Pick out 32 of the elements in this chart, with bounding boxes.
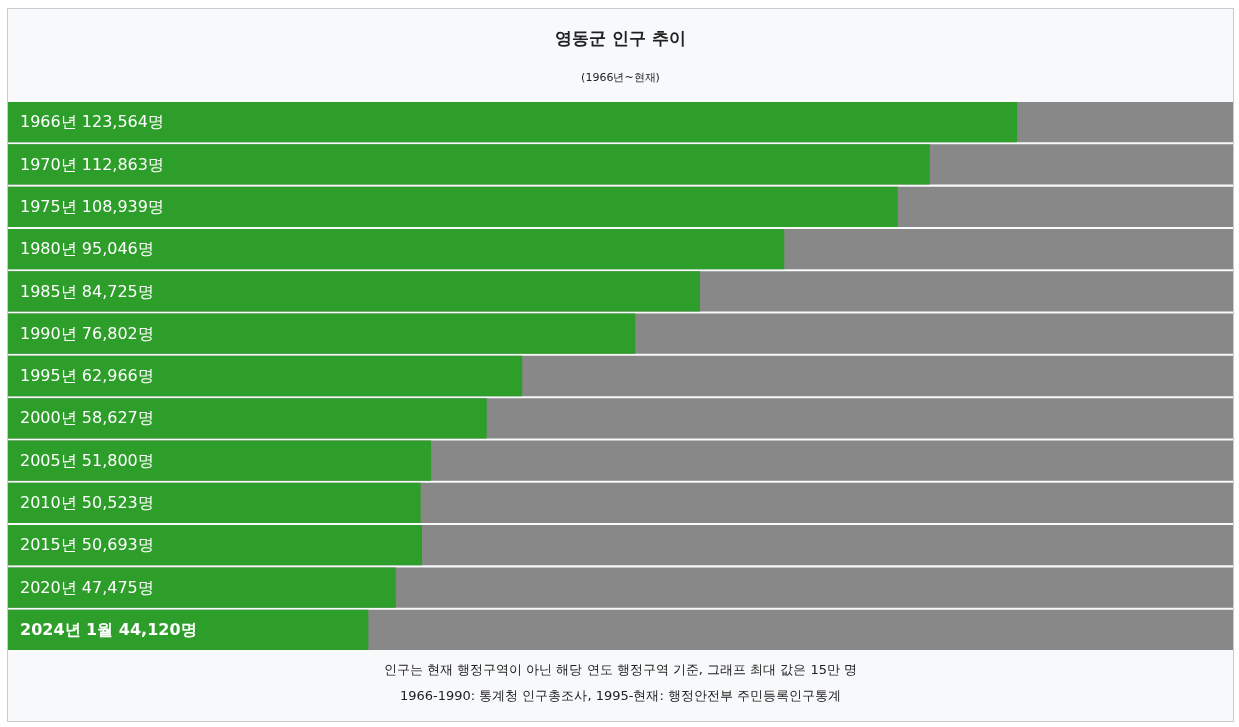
text: 인구는 현재 행정구역이 아닌 해당 연도 행정구역 기준, 그래프 최대 값은 15만 명 xyxy=(382,661,859,679)
y-tick-label: 1985년 xyxy=(20,281,77,301)
data-label: 44,120명 xyxy=(118,620,197,639)
y-tick-label: 1980년 xyxy=(20,239,77,259)
data-label: 84,725명 xyxy=(81,281,154,301)
data-label: 112,863명 xyxy=(81,154,164,174)
data-label: 123,564명 xyxy=(81,112,164,132)
y-tick-label: 2015년 xyxy=(20,535,77,555)
data-label: 50,693명 xyxy=(81,535,154,555)
data-label: 62,966명 xyxy=(81,366,154,386)
data-label: 51,800명 xyxy=(81,450,154,470)
y-tick-label: 1990년 xyxy=(20,323,77,343)
data-label: 76,802명 xyxy=(81,323,154,343)
y-tick-label: 2024년 1월 xyxy=(20,620,114,639)
chart-title: 영동군 인구 추이 xyxy=(554,27,687,50)
data-label: 47,475명 xyxy=(81,577,154,597)
y-tick-label: 2020년 xyxy=(20,577,77,597)
chart-subtitle: (1966년~현재) xyxy=(580,70,661,85)
y-tick-label: 2010년 xyxy=(20,493,77,513)
y-tick-label: 2005년 xyxy=(20,450,77,470)
data-label: 58,627명 xyxy=(81,408,154,428)
bar xyxy=(8,567,396,608)
y-tick-label: 1995년 xyxy=(20,366,77,386)
data-label: 50,523명 xyxy=(81,493,154,513)
y-tick-label: 1975년 xyxy=(20,196,77,216)
text: 1966-1990: 통계청 인구총조사, 1995-현재: 행정안전부 주민등록인구통계 xyxy=(398,687,843,705)
y-tick-label: 1970년 xyxy=(20,154,77,174)
y-tick-label: 2000년 xyxy=(20,408,77,428)
data-label: 108,939명 xyxy=(81,196,164,216)
bar xyxy=(8,609,369,650)
data-label: 95,046명 xyxy=(81,239,154,259)
y-tick-label: 1966년 xyxy=(20,112,77,132)
